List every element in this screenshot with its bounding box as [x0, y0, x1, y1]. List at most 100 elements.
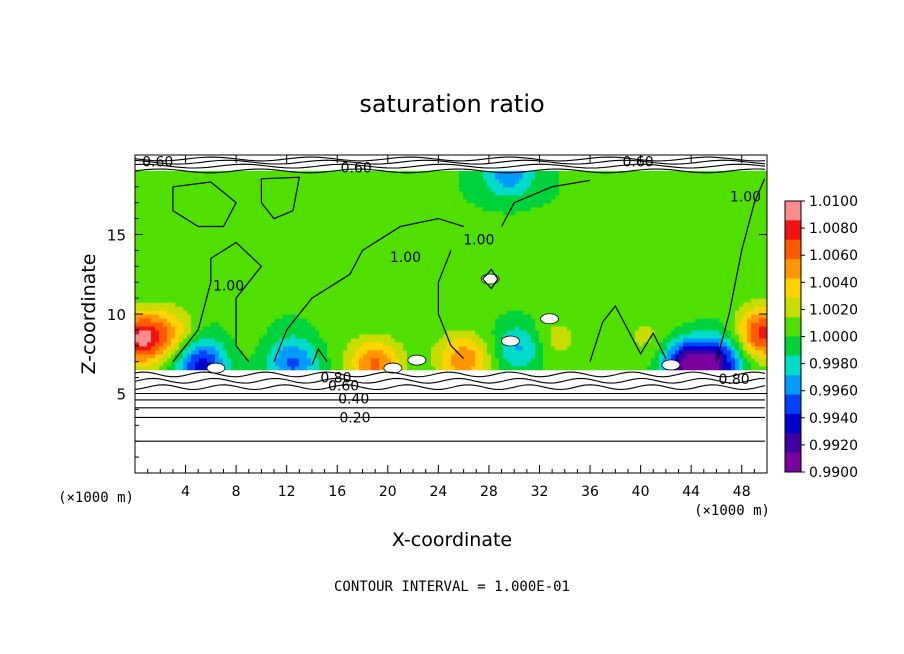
- field-cell: [511, 306, 516, 311]
- field-cell: [475, 198, 480, 204]
- field-cell: [259, 230, 264, 236]
- field-cell: [307, 306, 312, 311]
- field-cell: [219, 345, 224, 351]
- field-cell: [351, 274, 356, 279]
- field-cell: [323, 198, 328, 204]
- field-cell: [247, 302, 252, 307]
- field-cell: [423, 186, 428, 192]
- field-cell: [135, 218, 140, 224]
- field-cell: [339, 321, 344, 327]
- field-cell: [215, 321, 220, 327]
- field-cell: [507, 250, 512, 255]
- field-cell: [295, 198, 300, 204]
- field-cell: [231, 294, 236, 299]
- field-cell: [303, 214, 308, 220]
- field-cell: [499, 278, 504, 283]
- field-cell: [303, 321, 308, 327]
- field-cell: [327, 282, 332, 287]
- field-cell: [271, 198, 276, 204]
- field-cell: [271, 222, 276, 228]
- field-cell: [371, 250, 376, 255]
- field-cell: [299, 306, 304, 311]
- field-cell: [499, 206, 504, 212]
- field-cell: [343, 357, 348, 363]
- field-cell: [235, 234, 240, 240]
- field-cell: [391, 238, 396, 244]
- field-cell: [335, 298, 340, 303]
- field-cell: [435, 242, 440, 248]
- field-cell: [183, 317, 188, 323]
- field-cell: [523, 333, 528, 339]
- field-cell: [379, 218, 384, 224]
- field-cell: [243, 202, 248, 208]
- field-cell: [267, 206, 272, 212]
- field-cell: [439, 238, 444, 244]
- field-cell: [255, 286, 260, 291]
- field-cell: [503, 214, 508, 220]
- field-cell: [399, 282, 404, 287]
- field-cell: [303, 190, 308, 196]
- field-cell: [315, 325, 320, 331]
- field-cell: [187, 206, 192, 212]
- field-cell: [171, 182, 176, 188]
- field-cell: [519, 170, 524, 176]
- field-cell: [507, 325, 512, 331]
- field-cell: [327, 317, 332, 323]
- field-cell: [271, 238, 276, 244]
- field-cell: [383, 325, 388, 331]
- field-cell: [523, 194, 528, 200]
- field-cell: [275, 230, 280, 236]
- field-cell: [179, 170, 184, 176]
- field-cell: [215, 341, 220, 347]
- field-cell: [251, 361, 256, 367]
- field-cell: [375, 278, 380, 283]
- field-cell: [295, 333, 300, 339]
- field-cell: [399, 345, 404, 351]
- field-cell: [343, 238, 348, 244]
- field-cell: [467, 274, 472, 279]
- field-cell: [283, 278, 288, 283]
- field-cell: [503, 321, 508, 327]
- field-cell: [331, 198, 336, 204]
- field-cell: [191, 246, 196, 251]
- field-cell: [467, 178, 472, 184]
- field-cell: [455, 353, 460, 359]
- field-cell: [407, 329, 412, 335]
- field-cell: [351, 333, 356, 339]
- field-cell: [451, 202, 456, 208]
- field-cell: [387, 250, 392, 255]
- field-cell: [227, 306, 232, 311]
- field-cell: [451, 290, 456, 295]
- field-cell: [479, 310, 484, 315]
- field-cell: [507, 182, 512, 188]
- field-cell: [395, 250, 400, 255]
- field-cell: [151, 170, 156, 176]
- field-cell: [283, 286, 288, 291]
- field-cell: [371, 329, 376, 335]
- field-cell: [415, 250, 420, 255]
- field-cell: [223, 274, 228, 279]
- field-cell: [171, 349, 176, 355]
- field-cell: [347, 198, 352, 204]
- field-cell: [407, 286, 412, 291]
- field-cell: [347, 218, 352, 224]
- field-cell: [263, 353, 268, 359]
- field-cell: [483, 353, 488, 359]
- field-cell: [359, 314, 364, 319]
- field-cell: [263, 337, 268, 343]
- field-cell: [339, 310, 344, 315]
- field-cell: [283, 174, 288, 180]
- field-cell: [423, 190, 428, 196]
- field-cell: [331, 337, 336, 343]
- field-cell: [327, 353, 332, 359]
- field-cell: [299, 341, 304, 347]
- field-cell: [503, 174, 508, 180]
- field-cell: [183, 282, 188, 287]
- field-cell: [483, 218, 488, 224]
- field-cell: [495, 210, 500, 216]
- field-cell: [279, 306, 284, 311]
- field-cell: [319, 226, 324, 232]
- field-cell: [515, 230, 520, 236]
- field-cell: [139, 202, 144, 208]
- field-cell: [139, 262, 144, 267]
